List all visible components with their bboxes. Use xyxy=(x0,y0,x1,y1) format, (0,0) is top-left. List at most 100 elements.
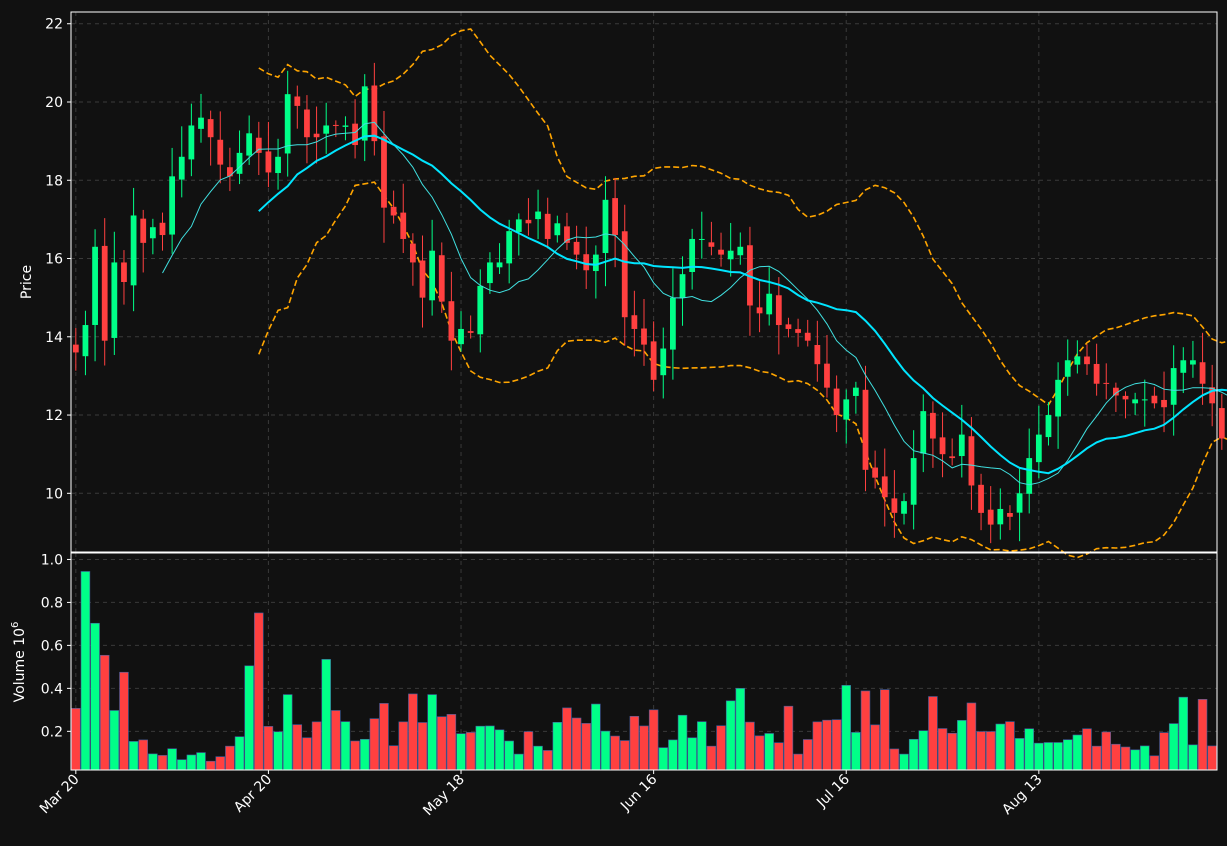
candle-body-91 xyxy=(949,456,955,458)
volume-bar-13 xyxy=(197,753,206,770)
volume-bar-85 xyxy=(890,749,899,770)
volume-bar-56 xyxy=(611,736,620,770)
volume-bar-101 xyxy=(1044,742,1053,770)
candle-body-94 xyxy=(978,485,984,513)
candle-body-24 xyxy=(304,110,310,138)
volume-bar-42 xyxy=(476,726,485,770)
candle-body-44 xyxy=(497,262,503,267)
volume-bar-90 xyxy=(938,729,947,770)
volume-bar-34 xyxy=(399,722,408,770)
volume-bar-71 xyxy=(755,736,764,770)
volume-bar-91 xyxy=(948,733,957,770)
candle-body-117 xyxy=(1200,362,1206,384)
volume-bar-96 xyxy=(996,724,1005,770)
volume-axis-label: Volume 106 xyxy=(10,622,28,703)
volume-bar-18 xyxy=(245,666,254,770)
volume-bar-94 xyxy=(977,732,986,770)
volume-bar-74 xyxy=(784,706,793,770)
volume-bar-0 xyxy=(71,708,80,770)
candle-body-107 xyxy=(1103,383,1109,384)
candle-body-2 xyxy=(92,247,98,325)
volume-bar-49 xyxy=(543,750,552,770)
volume-bar-97 xyxy=(1006,722,1015,770)
volume-bar-116 xyxy=(1188,745,1197,770)
volume-bar-60 xyxy=(649,710,658,770)
candle-body-110 xyxy=(1132,399,1138,403)
volume-axis-label-text: Volume xyxy=(12,650,28,702)
volume-bar-86 xyxy=(900,754,909,770)
volume-bar-112 xyxy=(1150,756,1159,770)
candle-body-3 xyxy=(102,246,108,341)
candle-body-88 xyxy=(920,411,926,453)
volume-bar-28 xyxy=(341,722,350,770)
candle-body-80 xyxy=(843,399,849,419)
candle-body-63 xyxy=(680,274,686,297)
volume-bar-70 xyxy=(746,722,755,770)
candle-body-5 xyxy=(121,262,127,282)
candle-body-101 xyxy=(1046,415,1052,437)
candle-body-48 xyxy=(535,212,541,220)
candle-body-77 xyxy=(814,345,820,364)
candle-body-109 xyxy=(1123,396,1129,400)
volume-bar-32 xyxy=(380,703,389,770)
candle-body-96 xyxy=(997,509,1003,524)
xtick-label-2: May 18 xyxy=(420,772,468,820)
volume-bar-108 xyxy=(1111,744,1120,770)
volume-bar-53 xyxy=(582,723,591,770)
candle-body-99 xyxy=(1026,458,1032,494)
volume-bar-24 xyxy=(303,738,312,770)
volume-bar-16 xyxy=(225,746,234,770)
candle-body-8 xyxy=(150,227,156,238)
xtick-label-0: Mar 20 xyxy=(37,772,83,818)
volume-bar-93 xyxy=(967,703,976,770)
candle-body-98 xyxy=(1017,493,1023,512)
candle-body-60 xyxy=(651,341,657,379)
volume-bar-11 xyxy=(177,760,186,770)
candle-body-40 xyxy=(458,329,464,344)
price-ytick-label-5: 20 xyxy=(45,95,63,111)
volume-bar-17 xyxy=(235,737,244,770)
candle-body-39 xyxy=(449,301,455,340)
volume-bar-67 xyxy=(717,726,726,770)
volume-bar-4 xyxy=(110,710,119,770)
candle-body-50 xyxy=(554,223,560,235)
xtick-label-1: Apr 20 xyxy=(231,772,275,816)
candle-body-92 xyxy=(959,435,965,456)
candle-body-58 xyxy=(631,315,637,329)
volume-bar-65 xyxy=(697,722,706,770)
volume-ytick-label-3: 0.8 xyxy=(41,595,63,611)
candle-body-55 xyxy=(603,200,609,253)
volume-bar-36 xyxy=(418,723,427,770)
candle-body-75 xyxy=(795,329,801,333)
price-ytick-label-6: 22 xyxy=(45,17,63,33)
volume-bar-63 xyxy=(678,715,687,770)
candle-body-46 xyxy=(516,219,522,232)
xtick-label-5: Aug 13 xyxy=(999,772,1045,818)
volume-bars xyxy=(71,571,1216,770)
volume-bar-38 xyxy=(437,717,446,770)
volume-bar-79 xyxy=(832,720,841,770)
volume-bar-87 xyxy=(909,739,918,770)
candle-body-72 xyxy=(766,294,772,315)
volume-bar-115 xyxy=(1179,697,1188,770)
volume-bar-106 xyxy=(1092,746,1101,770)
volume-ytick-label-1: 0.4 xyxy=(41,681,63,697)
candle-body-20 xyxy=(266,151,272,172)
volume-bar-29 xyxy=(351,741,360,770)
volume-ytick-label-0: 0.2 xyxy=(41,724,63,740)
candle-body-47 xyxy=(526,220,532,223)
volume-bar-8 xyxy=(148,754,157,770)
volume-bar-88 xyxy=(919,731,928,770)
volume-bar-59 xyxy=(640,726,649,770)
volume-bar-114 xyxy=(1169,724,1178,770)
volume-axis-label-exponent: 6 xyxy=(10,622,21,628)
candle-body-27 xyxy=(333,125,339,126)
volume-ytick-label-2: 0.6 xyxy=(41,638,63,654)
candle-body-7 xyxy=(140,219,146,243)
volume-bar-81 xyxy=(851,732,860,770)
volume-bar-84 xyxy=(880,690,889,770)
volume-bar-77 xyxy=(813,722,822,770)
volume-bar-27 xyxy=(331,710,340,770)
